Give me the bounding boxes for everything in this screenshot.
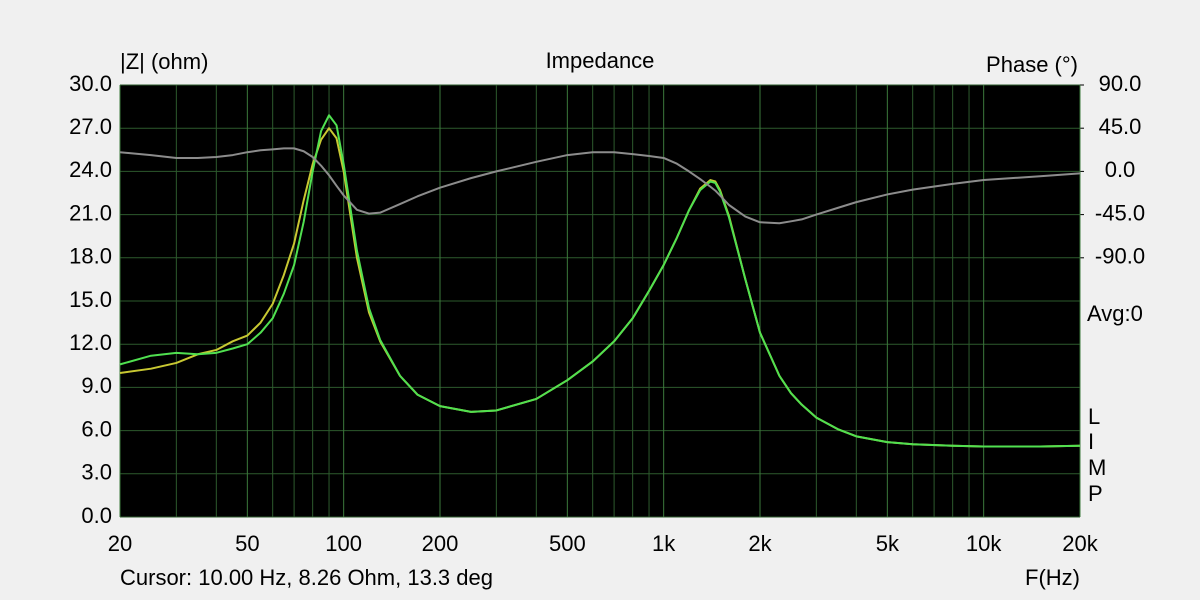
y-tick-label: 27.0 [69, 114, 112, 139]
y-tick-label: 3.0 [81, 460, 112, 485]
y-tick-label: 30.0 [69, 71, 112, 96]
y-tick-label: 18.0 [69, 244, 112, 269]
x-tick-label: 1k [652, 531, 676, 556]
y2-tick-label: 90.0 [1099, 71, 1142, 96]
y-axis-title: |Z| (ohm) [120, 49, 208, 74]
x-tick-label: 20 [108, 531, 132, 556]
y2-tick-label: -90.0 [1095, 244, 1145, 269]
annotation: L [1088, 404, 1100, 429]
x-tick-label: 200 [422, 531, 459, 556]
y-tick-label: 6.0 [81, 416, 112, 441]
x-tick-label: 2k [748, 531, 772, 556]
x-tick-label: 20k [1062, 531, 1098, 556]
x-axis-title: F(Hz) [1025, 565, 1080, 590]
annotation: Avg:0 [1087, 301, 1143, 326]
x-tick-label: 50 [235, 531, 259, 556]
x-tick-label: 10k [966, 531, 1002, 556]
y-tick-label: 12.0 [69, 330, 112, 355]
x-tick-label: 100 [325, 531, 362, 556]
y2-tick-label: -45.0 [1095, 200, 1145, 225]
y-tick-label: 24.0 [69, 157, 112, 182]
chart-title: Impedance [546, 48, 655, 73]
y-tick-label: 0.0 [81, 503, 112, 528]
y-tick-label: 9.0 [81, 373, 112, 398]
series-line [119, 114, 1081, 448]
annotation: P [1088, 481, 1103, 506]
y-tick-label: 15.0 [69, 287, 112, 312]
y2-tick-label: 45.0 [1099, 114, 1142, 139]
annotation: I [1088, 429, 1094, 454]
y2-axis-title: Phase (°) [986, 52, 1078, 77]
y2-tick-label: 0.0 [1105, 157, 1136, 182]
x-tick-label: 5k [876, 531, 900, 556]
x-tick-label: 500 [549, 531, 586, 556]
annotation: M [1088, 455, 1106, 480]
cursor-readout: Cursor: 10.00 Hz, 8.26 Ohm, 13.3 deg [120, 565, 493, 590]
y-tick-label: 21.0 [69, 200, 112, 225]
series-line [119, 147, 1081, 225]
